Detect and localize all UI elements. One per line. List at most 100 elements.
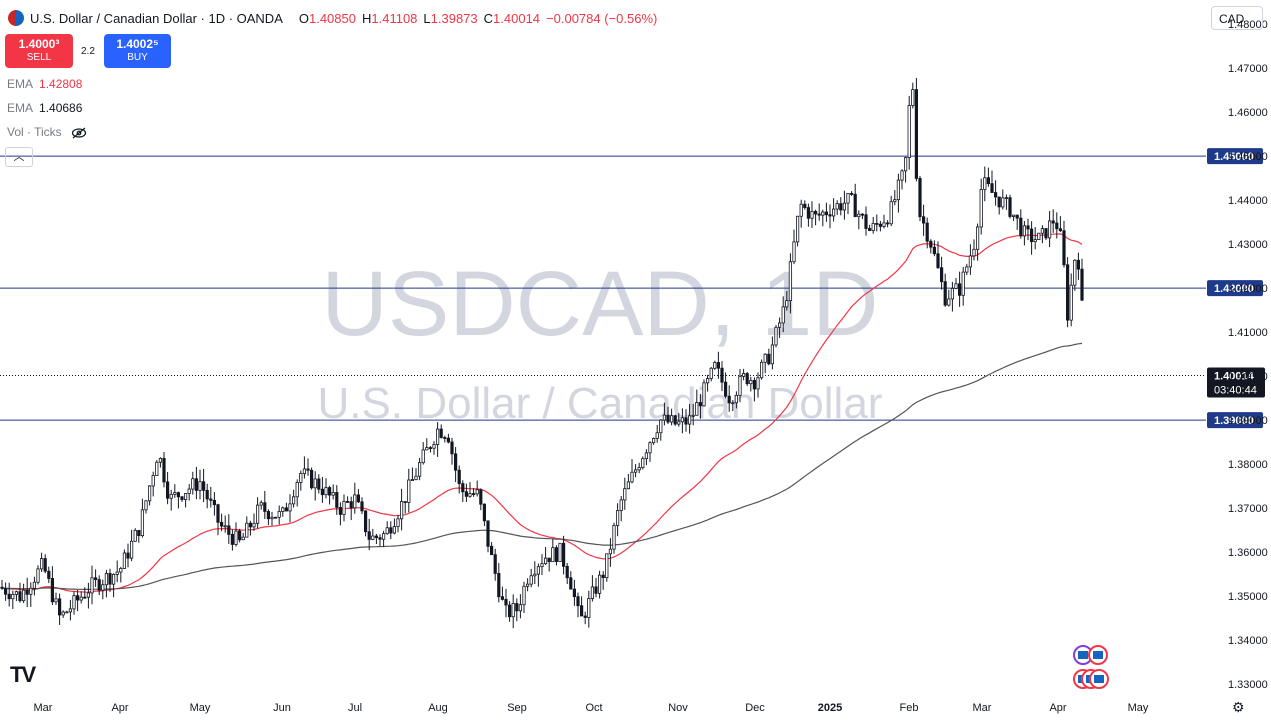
candle-up (410, 479, 415, 481)
candle-up (21, 589, 26, 602)
candle-up (32, 581, 37, 589)
candle-up (702, 382, 706, 407)
candle-down (471, 493, 476, 495)
settings-gear-icon[interactable]: ⚙ (1232, 699, 1245, 715)
indicator-ema-fast[interactable]: EMA 1.42808 (7, 77, 82, 91)
buy-price: 1.4002⁵ (116, 37, 159, 51)
level-price-label: 1.39000 (1214, 415, 1254, 427)
indicator-volume[interactable]: Vol · Ticks (7, 125, 87, 139)
candle-up (392, 526, 397, 534)
candle-up (133, 529, 137, 542)
candle-down (43, 558, 47, 572)
candle-down (450, 441, 454, 455)
indicator-name: EMA (7, 77, 34, 91)
candle-down (482, 503, 487, 522)
candle-up (659, 419, 663, 434)
candle-down (515, 603, 519, 612)
indicator-name: EMA (7, 101, 34, 115)
candle-down (580, 605, 584, 617)
candle-up (281, 507, 285, 512)
candle-down (914, 89, 919, 179)
currency-button[interactable]: CAD (1211, 6, 1263, 30)
collapse-legend-button[interactable]: ︿ (5, 147, 33, 167)
buy-button[interactable]: 1.4002⁵ BUY (104, 34, 171, 68)
candle-down (126, 552, 130, 559)
chevron-up-icon: ︿ (13, 151, 25, 163)
candle-down (853, 193, 857, 218)
candle-down (601, 574, 605, 579)
watermark-symbol: USDCAD, 1D (321, 253, 878, 355)
candle-up (688, 415, 692, 425)
candle-down (58, 598, 62, 616)
candle-up (36, 568, 40, 583)
spread-value: 2.2 (81, 46, 95, 57)
candle-down (263, 502, 267, 512)
candle-down (886, 222, 890, 225)
candle-down (1030, 228, 1034, 243)
candle-up (968, 255, 973, 268)
candle-down (25, 589, 29, 595)
ema-fast-line (1, 233, 1083, 593)
candle-down (403, 501, 407, 503)
candle-down (1026, 225, 1030, 230)
candle-down (745, 373, 749, 385)
sell-price: 1.4000³ (18, 37, 60, 51)
candle-up (598, 574, 602, 594)
eye-hidden-icon[interactable] (71, 127, 87, 139)
ohlc-low-label: L (423, 10, 431, 26)
candle-up (173, 492, 177, 495)
candle-up (324, 487, 328, 496)
candle-up (706, 378, 710, 384)
us-flag-icon (1094, 675, 1104, 683)
candle-down (137, 529, 141, 537)
y-axis-tick-label: 1.43000 (1228, 239, 1268, 251)
sell-button[interactable]: 1.4000³ SELL (5, 34, 73, 68)
level-price-tag (1207, 280, 1263, 297)
candle-up (234, 530, 238, 545)
candle-up (1004, 197, 1009, 200)
candle-down (378, 537, 382, 540)
x-axis-tick-label: May (1128, 702, 1149, 714)
x-axis-tick-label: Nov (668, 702, 688, 714)
candle-up (799, 203, 803, 217)
candle-up (526, 583, 530, 587)
candle-down (997, 196, 1001, 208)
candle-up (842, 202, 847, 211)
candle-up (896, 179, 901, 201)
candle-up (518, 604, 523, 612)
ohlc-high: 1.41108 (371, 10, 418, 26)
y-axis-tick-label: 1.34000 (1228, 635, 1268, 647)
candle-up (551, 547, 555, 563)
candle-down (504, 599, 508, 606)
candle-up (381, 533, 386, 540)
candle-up (788, 261, 793, 302)
candle-up (313, 478, 317, 489)
candle-up (907, 105, 911, 159)
candle-down (507, 604, 512, 618)
candle-up (616, 510, 620, 526)
indicator-ema-slow[interactable]: EMA 1.40686 (7, 101, 82, 115)
candle-up (709, 367, 713, 379)
candle-down (374, 535, 379, 539)
candle-up (778, 322, 782, 328)
candle-down (565, 565, 569, 579)
candle-up (911, 89, 915, 106)
candle-up (648, 442, 652, 454)
symbol-title[interactable]: U.S. Dollar / Canadian Dollar · 1D · OAN… (30, 10, 283, 26)
candle-down (990, 183, 994, 193)
candle-up (544, 557, 548, 565)
candle-down (4, 587, 8, 595)
candle-up (299, 473, 303, 483)
us-flag-icon (1093, 651, 1103, 659)
candle-up (871, 223, 875, 231)
candle-up (954, 283, 958, 289)
x-axis-tick-label: May (190, 702, 211, 714)
candle-down (273, 516, 278, 519)
candle-up (756, 377, 760, 390)
candle-down (320, 488, 325, 496)
candle-down (216, 504, 220, 523)
candle-up (140, 509, 144, 537)
candle-up (893, 199, 897, 203)
sell-label: SELL (26, 52, 52, 63)
